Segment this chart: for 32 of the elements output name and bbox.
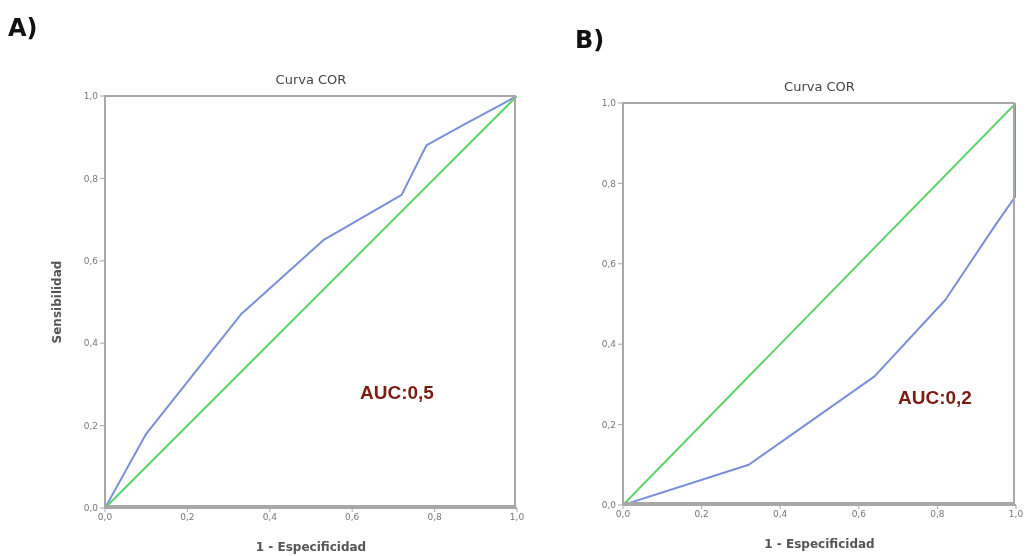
y-axis-title: Sensibilidad bbox=[50, 260, 65, 344]
x-tick-label: 0,6 bbox=[345, 512, 360, 523]
text: B) bbox=[575, 26, 605, 54]
x-tick-label: 0,2 bbox=[694, 509, 709, 520]
y-tick-label: 0,8 bbox=[83, 173, 99, 184]
x-tick-label: 0,8 bbox=[427, 512, 443, 523]
x-tick-label: 1,0 bbox=[509, 512, 525, 523]
annotation: AUC:0,2 bbox=[898, 387, 972, 409]
x-tick-label: 0,6 bbox=[851, 509, 867, 520]
text: A) bbox=[8, 14, 38, 42]
x-tick-label: 0,0 bbox=[97, 512, 113, 523]
x-tick-label: 0,4 bbox=[773, 509, 788, 520]
y-tick-label: 1,0 bbox=[83, 91, 99, 102]
x-axis-title: 1 - Especificidad bbox=[764, 537, 875, 551]
y-tick-label: 1,0 bbox=[601, 98, 617, 109]
x-tick-label: 0,0 bbox=[615, 509, 631, 520]
chart-title: Curva COR bbox=[783, 79, 856, 94]
y-tick-label: 0,4 bbox=[83, 338, 99, 349]
y-tick-label: 0,2 bbox=[601, 419, 616, 430]
y-tick-label: 0,6 bbox=[83, 255, 99, 266]
y-tick-label: 0,2 bbox=[83, 420, 98, 431]
y-tick-label: 0,6 bbox=[601, 258, 617, 269]
x-tick-label: 0,4 bbox=[262, 512, 278, 523]
x-axis-title: 1 - Especificidad bbox=[255, 540, 367, 554]
y-tick-label: 0,8 bbox=[601, 178, 617, 189]
x-tick-label: 0,2 bbox=[180, 512, 195, 523]
y-tick-label: 0,4 bbox=[601, 339, 617, 350]
x-tick-label: 1,0 bbox=[1008, 509, 1024, 520]
chart-title: Curva COR bbox=[274, 72, 348, 87]
annotation: AUC:0,5 bbox=[360, 382, 434, 404]
x-tick-label: 0,8 bbox=[930, 509, 945, 520]
y-tick-label: 0,0 bbox=[601, 500, 617, 511]
